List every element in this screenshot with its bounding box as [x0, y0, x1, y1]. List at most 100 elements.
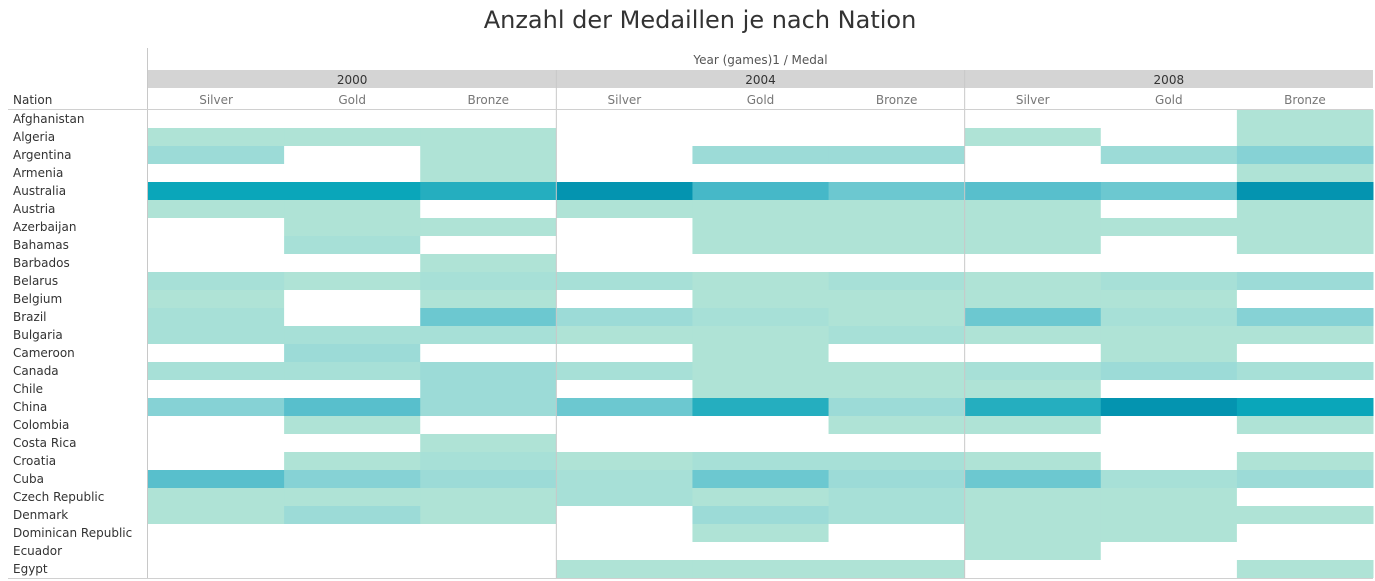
cell-bahamas-2004-bronze — [828, 236, 966, 254]
cell-czech-republic-2008-gold — [1100, 488, 1238, 506]
nation-label: Chile — [13, 382, 43, 396]
cell-canada-2000-silver — [148, 362, 285, 380]
cell-czech-republic-2000-silver — [148, 488, 285, 506]
cell-china-2004-bronze — [828, 398, 966, 416]
cell-ecuador-2000-bronze — [420, 542, 557, 560]
cell-austria-2008-gold — [1100, 200, 1238, 218]
cell-algeria-2000-silver — [148, 128, 285, 146]
cell-dominican-republic-2008-silver — [964, 524, 1102, 542]
cell-australia-2008-bronze — [1236, 182, 1374, 200]
cell-argentina-2004-bronze — [828, 146, 966, 164]
cell-bahamas-2000-gold — [284, 236, 421, 254]
cell-bahamas-2008-gold — [1100, 236, 1238, 254]
cell-afghanistan-2004-bronze — [828, 110, 966, 128]
cell-afghanistan-2000-gold — [284, 110, 421, 128]
cell-belgium-2008-silver — [964, 290, 1102, 308]
cell-armenia-2004-bronze — [828, 164, 966, 182]
cell-australia-2000-bronze — [420, 182, 557, 200]
cell-china-2008-silver — [964, 398, 1102, 416]
cell-australia-2008-silver — [964, 182, 1102, 200]
cell-brazil-2004-bronze — [828, 308, 966, 326]
cell-argentina-2000-bronze — [420, 146, 557, 164]
cell-azerbaijan-2000-gold — [284, 218, 421, 236]
cell-algeria-2004-bronze — [828, 128, 966, 146]
nation-label: Ecuador — [13, 544, 62, 558]
year-label-2008: 2008 — [1154, 73, 1185, 87]
cell-croatia-2000-gold — [284, 452, 421, 470]
cell-costa-rica-2004-gold — [692, 434, 830, 452]
year-label-2004: 2004 — [745, 73, 776, 87]
cell-belgium-2000-bronze — [420, 290, 557, 308]
cell-egypt-2004-silver — [556, 560, 693, 578]
cell-armenia-2004-gold — [692, 164, 830, 182]
nation-label: Denmark — [13, 508, 68, 522]
cell-cameroon-2008-gold — [1100, 344, 1238, 362]
cell-algeria-2008-bronze — [1236, 128, 1374, 146]
cell-austria-2000-bronze — [420, 200, 557, 218]
cell-afghanistan-2000-bronze — [420, 110, 557, 128]
cell-ecuador-2008-silver — [964, 542, 1102, 560]
cell-bulgaria-2000-bronze — [420, 326, 557, 344]
cell-barbados-2000-bronze — [420, 254, 557, 272]
cell-colombia-2004-gold — [692, 416, 830, 434]
cell-cameroon-2000-gold — [284, 344, 421, 362]
cell-croatia-2008-bronze — [1236, 452, 1374, 470]
cell-croatia-2004-silver — [556, 452, 693, 470]
medal-label-2008-gold: Gold — [1155, 93, 1183, 107]
nation-label: China — [13, 400, 47, 414]
cell-belgium-2004-gold — [692, 290, 830, 308]
nation-label: Cameroon — [13, 346, 75, 360]
cell-ecuador-2008-bronze — [1236, 542, 1374, 560]
chart-title: Anzahl der Medaillen je nach Nation — [483, 6, 917, 34]
cell-algeria-2008-gold — [1100, 128, 1238, 146]
cell-denmark-2004-bronze — [828, 506, 966, 524]
cell-bulgaria-2000-gold — [284, 326, 421, 344]
cell-egypt-2008-silver — [964, 560, 1102, 578]
cell-argentina-2004-gold — [692, 146, 830, 164]
cell-algeria-2004-silver — [556, 128, 693, 146]
cell-cuba-2008-bronze — [1236, 470, 1374, 488]
cell-argentina-2004-silver — [556, 146, 693, 164]
cell-argentina-2008-bronze — [1236, 146, 1374, 164]
cell-canada-2004-bronze — [828, 362, 966, 380]
cell-bulgaria-2008-bronze — [1236, 326, 1374, 344]
cell-belarus-2008-gold — [1100, 272, 1238, 290]
cell-armenia-2000-bronze — [420, 164, 557, 182]
cell-bulgaria-2004-gold — [692, 326, 830, 344]
nation-label: Afghanistan — [13, 112, 84, 126]
cell-brazil-2008-silver — [964, 308, 1102, 326]
cell-azerbaijan-2008-gold — [1100, 218, 1238, 236]
year-band-2008 — [964, 70, 1373, 88]
cell-czech-republic-2008-silver — [964, 488, 1102, 506]
cell-ecuador-2008-gold — [1100, 542, 1238, 560]
cell-colombia-2000-bronze — [420, 416, 557, 434]
cell-brazil-2000-gold — [284, 308, 421, 326]
cell-canada-2000-gold — [284, 362, 421, 380]
cell-belarus-2000-gold — [284, 272, 421, 290]
cell-czech-republic-2004-bronze — [828, 488, 966, 506]
nation-label: Croatia — [13, 454, 56, 468]
cell-belarus-2004-bronze — [828, 272, 966, 290]
cell-ecuador-2004-bronze — [828, 542, 966, 560]
cell-chile-2000-silver — [148, 380, 285, 398]
cell-australia-2004-silver — [556, 182, 693, 200]
cell-bahamas-2004-silver — [556, 236, 693, 254]
cell-argentina-2000-gold — [284, 146, 421, 164]
medal-label-2000-silver: Silver — [199, 93, 233, 107]
cell-australia-2000-silver — [148, 182, 285, 200]
cell-cameroon-2000-silver — [148, 344, 285, 362]
cell-belarus-2008-bronze — [1236, 272, 1374, 290]
cell-ecuador-2000-gold — [284, 542, 421, 560]
cell-costa-rica-2000-silver — [148, 434, 285, 452]
cell-colombia-2004-bronze — [828, 416, 966, 434]
cell-dominican-republic-2000-bronze — [420, 524, 557, 542]
cell-austria-2008-bronze — [1236, 200, 1374, 218]
medal-label-2004-gold: Gold — [747, 93, 775, 107]
cell-croatia-2004-gold — [692, 452, 830, 470]
cell-denmark-2008-gold — [1100, 506, 1238, 524]
cell-belarus-2004-silver — [556, 272, 693, 290]
cell-china-2008-gold — [1100, 398, 1238, 416]
cell-canada-2008-gold — [1100, 362, 1238, 380]
cell-ecuador-2004-gold — [692, 542, 830, 560]
cell-chile-2000-gold — [284, 380, 421, 398]
